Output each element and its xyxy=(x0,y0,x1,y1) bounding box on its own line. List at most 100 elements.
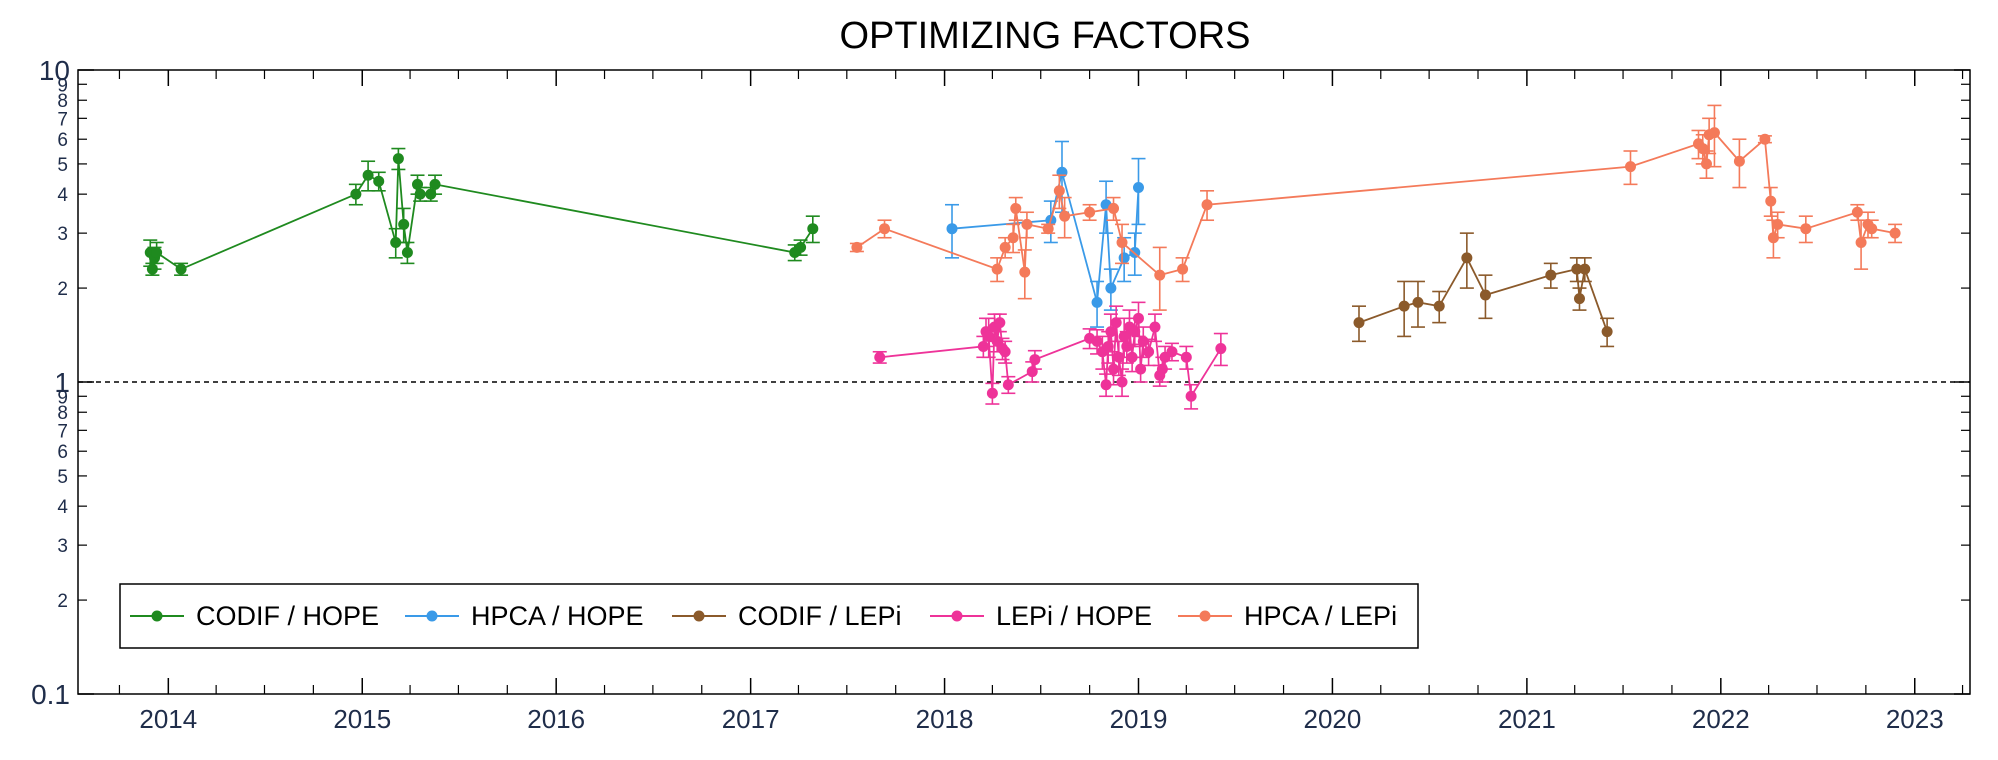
data-point xyxy=(390,236,402,248)
legend-item-0: CODIF / HOPE xyxy=(130,601,379,631)
data-point xyxy=(1002,379,1014,391)
data-point xyxy=(1398,300,1410,312)
x-tick-label: 2015 xyxy=(333,704,391,734)
x-tick-label: 2017 xyxy=(722,704,780,734)
y-minor-tick-label: 9 xyxy=(57,75,68,96)
y-minor-tick-label: 4 xyxy=(57,185,68,206)
x-tick-label: 2019 xyxy=(1110,704,1168,734)
y-minor-tick-label: 2 xyxy=(57,279,68,300)
x-tick-label: 2014 xyxy=(139,704,197,734)
x-tick-label: 2020 xyxy=(1304,704,1362,734)
data-point xyxy=(999,346,1011,358)
data-point xyxy=(1733,155,1745,167)
data-point xyxy=(1129,326,1141,338)
chart-title: OPTIMIZING FACTORS xyxy=(840,15,1251,57)
data-point xyxy=(1029,354,1041,366)
data-point xyxy=(1010,202,1022,214)
legend-label: HPCA / HOPE xyxy=(471,601,644,631)
legend-label: LEPi / HOPE xyxy=(996,601,1152,631)
y-minor-tick-label: 6 xyxy=(57,130,68,151)
data-point xyxy=(1201,199,1213,211)
data-point xyxy=(1149,321,1161,333)
data-point xyxy=(1132,312,1144,324)
data-point xyxy=(1091,296,1103,308)
data-point xyxy=(1571,263,1583,275)
data-point xyxy=(414,188,426,200)
data-point xyxy=(1772,218,1784,230)
data-point xyxy=(1056,166,1068,178)
data-point xyxy=(401,247,413,259)
data-point xyxy=(1573,293,1585,305)
y-major-tick-label: 0.1 xyxy=(31,679,70,710)
data-point xyxy=(373,175,385,187)
data-point xyxy=(1185,390,1197,402)
data-point xyxy=(1215,343,1227,355)
series-1 xyxy=(945,140,1146,328)
data-point xyxy=(1019,266,1031,278)
y-minor-tick-label: 5 xyxy=(57,467,68,488)
y-major-tick-label: 1 xyxy=(54,367,70,398)
data-point xyxy=(1105,326,1117,338)
data-point xyxy=(1800,223,1812,235)
data-point xyxy=(795,241,807,253)
data-point xyxy=(1137,335,1149,347)
data-point xyxy=(1601,326,1613,338)
data-point xyxy=(1461,252,1473,264)
data-point xyxy=(350,188,362,200)
data-point xyxy=(1116,376,1128,388)
data-point xyxy=(1118,330,1130,342)
data-point xyxy=(1708,127,1720,139)
data-point xyxy=(392,153,404,165)
series-2 xyxy=(1351,232,1615,348)
y-major-tick-label: 10 xyxy=(39,55,70,86)
data-point xyxy=(999,241,1011,253)
data-point xyxy=(851,241,863,253)
y-minor-tick-label: 5 xyxy=(57,155,68,176)
data-point xyxy=(1177,263,1189,275)
data-point xyxy=(1135,363,1147,375)
y-minor-tick-label: 3 xyxy=(57,224,68,245)
data-point xyxy=(175,263,187,275)
data-point xyxy=(1026,366,1038,378)
data-point xyxy=(986,387,998,399)
data-point xyxy=(879,223,891,235)
legend-label: CODIF / HOPE xyxy=(196,601,379,631)
legend-item-4: HPCA / LEPi xyxy=(1178,601,1397,631)
data-point xyxy=(398,218,410,230)
data-point xyxy=(1166,346,1178,358)
data-point xyxy=(151,247,163,259)
data-point xyxy=(1624,161,1636,173)
legend-item-1: HPCA / HOPE xyxy=(405,601,644,631)
series-line xyxy=(149,158,814,271)
data-point xyxy=(1866,223,1878,235)
data-point xyxy=(1143,346,1155,358)
data-point xyxy=(1059,210,1071,222)
data-point xyxy=(1851,206,1863,218)
data-point xyxy=(1759,133,1771,145)
data-point xyxy=(1110,317,1122,329)
data-point xyxy=(1042,223,1054,235)
x-tick-label: 2023 xyxy=(1886,704,1944,734)
x-tick-label: 2021 xyxy=(1498,704,1556,734)
legend-item-3: LEPi / HOPE xyxy=(930,601,1152,631)
series-3 xyxy=(872,301,1228,410)
data-point xyxy=(994,317,1006,329)
data-point xyxy=(1700,158,1712,170)
data-point xyxy=(1412,296,1424,308)
data-point xyxy=(946,223,958,235)
y-minor-tick-label: 7 xyxy=(57,109,68,130)
data-point xyxy=(1765,195,1777,207)
legend-item-2: CODIF / LEPi xyxy=(672,601,902,631)
x-tick-label: 2016 xyxy=(527,704,585,734)
legend-swatch-marker xyxy=(426,610,438,622)
y-minor-tick-label: 3 xyxy=(57,536,68,557)
series-4 xyxy=(849,104,1903,311)
data-point xyxy=(1102,340,1114,352)
data-point xyxy=(429,178,441,190)
data-point xyxy=(362,169,374,181)
data-point xyxy=(1100,379,1112,391)
y-minor-tick-label: 4 xyxy=(57,497,68,518)
data-point xyxy=(1053,185,1065,197)
legend-items: CODIF / HOPE HPCA / HOPE CODIF / LEPi LEPi … xyxy=(130,601,1397,631)
